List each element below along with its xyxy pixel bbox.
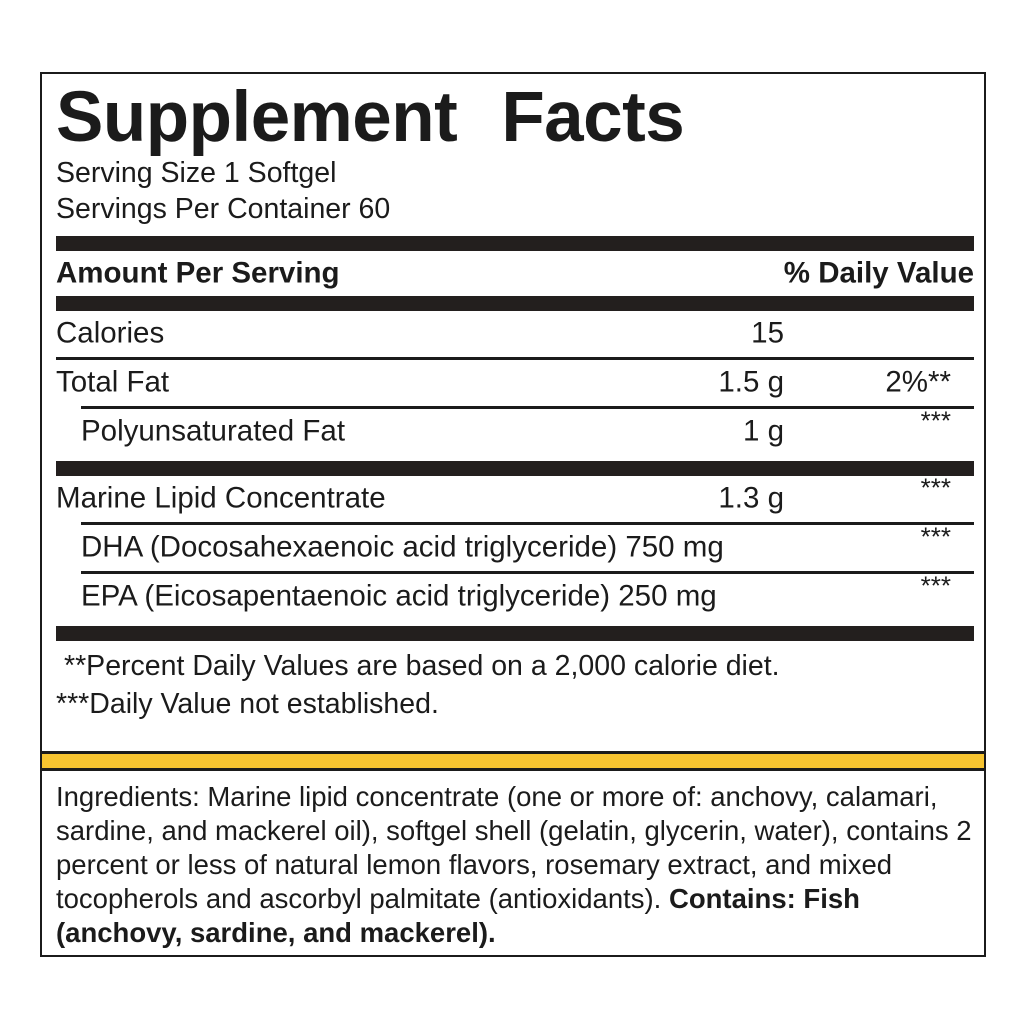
divider-bar-below-header bbox=[56, 296, 974, 312]
nutrient-name: DHA (Docosahexaenoic acid triglyceride) … bbox=[81, 530, 724, 564]
nutrient-amount: 1 g bbox=[742, 414, 784, 448]
table-header-row: Amount Per Serving % Daily Value bbox=[56, 251, 974, 296]
footnote-daily-value-not-established: ***Daily Value not established. bbox=[56, 688, 439, 721]
table-row: EPA (Eicosapentaenoic acid triglyceride)… bbox=[56, 570, 974, 620]
nutrient-name: Polyunsaturated Fat bbox=[81, 414, 346, 448]
gold-divider-bottom-rule bbox=[42, 768, 984, 771]
nutrient-amount: 1.5 g bbox=[718, 365, 784, 399]
nutrient-amount: 15 bbox=[751, 316, 784, 350]
nutrient-name: Total Fat bbox=[56, 365, 170, 399]
contains-allergens: Fish (anchovy, sardine, and mackerel). bbox=[56, 882, 860, 948]
table-row: DHA (Docosahexaenoic acid triglyceride) … bbox=[56, 521, 974, 571]
nutrient-daily-value: *** bbox=[920, 570, 951, 601]
row-divider bbox=[56, 357, 974, 361]
nutrient-daily-value: 2%** bbox=[885, 365, 951, 399]
page-title: Supplement Facts bbox=[56, 82, 974, 153]
divider-bar-above-header bbox=[56, 236, 974, 252]
ingredients-body: Marine lipid concentrate (one or more of… bbox=[56, 781, 972, 914]
title-word-supplement: Supplement bbox=[56, 78, 458, 157]
nutrient-name: EPA (Eicosapentaenoic acid triglyceride)… bbox=[81, 579, 717, 613]
supplement-facts-panel: Supplement Facts Serving Size 1 Softgel S… bbox=[40, 72, 986, 957]
table-row: Calories 15 bbox=[56, 311, 974, 357]
nutrient-amount: 1.3 g bbox=[718, 481, 784, 515]
nutrient-daily-value: *** bbox=[920, 521, 951, 552]
amount-per-serving-header: Amount Per Serving bbox=[56, 256, 340, 290]
contains-label: Contains: bbox=[668, 882, 796, 914]
servings-per-container-line: Servings Per Container 60 bbox=[56, 193, 391, 226]
nutrient-daily-value: *** bbox=[920, 405, 951, 436]
row-divider bbox=[81, 406, 974, 410]
table-row: Total Fat 1.5 g 2%** bbox=[56, 360, 974, 406]
divider-bar-marine-section bbox=[56, 461, 974, 477]
gold-divider bbox=[42, 751, 984, 771]
table-row: Marine Lipid Concentrate 1.3 g *** bbox=[56, 472, 974, 522]
row-divider bbox=[81, 571, 974, 575]
gold-divider-bar bbox=[42, 754, 984, 768]
ingredients-block: Ingredients: Marine lipid concentrate (o… bbox=[56, 780, 974, 950]
divider-bar-above-footnotes bbox=[56, 626, 974, 642]
panel-inner: Supplement Facts Serving Size 1 Softgel S… bbox=[56, 82, 974, 724]
table-row: Polyunsaturated Fat 1 g *** bbox=[56, 405, 974, 455]
footnotes-block: **Percent Daily Values are based on a 2,… bbox=[56, 641, 974, 724]
footnote-percent-daily-values: **Percent Daily Values are based on a 2,… bbox=[64, 650, 780, 683]
gold-divider-top-rule bbox=[42, 751, 984, 754]
title-word-facts: Facts bbox=[501, 78, 685, 157]
nutrient-name: Calories bbox=[56, 316, 165, 350]
row-divider bbox=[81, 522, 974, 526]
nutrient-name: Marine Lipid Concentrate bbox=[56, 481, 386, 515]
ingredients-label: Ingredients: bbox=[56, 781, 200, 812]
daily-value-header: % Daily Value bbox=[783, 256, 974, 290]
nutrient-daily-value: *** bbox=[920, 472, 951, 503]
serving-size-line: Serving Size 1 Softgel bbox=[56, 156, 337, 189]
